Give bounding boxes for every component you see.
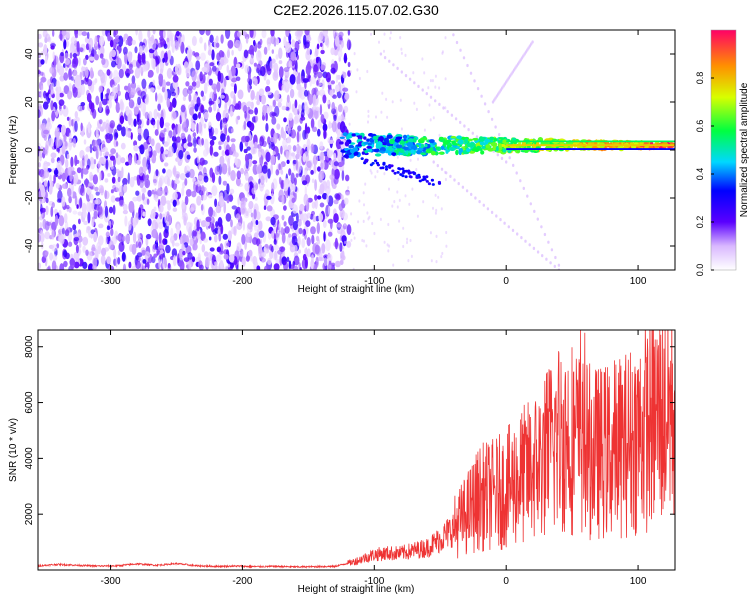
snr-x-label: Height of straight line (km) bbox=[298, 584, 415, 595]
snr-y-tick-label: 4000 bbox=[24, 447, 35, 470]
snr-x-tick-label: -200 bbox=[232, 576, 252, 587]
spectrogram-y-tick-label: -20 bbox=[24, 190, 35, 205]
colorbar-tick-label: 0.6 bbox=[695, 120, 705, 133]
snr-y-label: SNR (10 * v/v) bbox=[8, 418, 19, 482]
colorbar-tick-label: 0.2 bbox=[695, 216, 705, 229]
snr-x-tick-label: -100 bbox=[364, 576, 384, 587]
snr-panel: -300 -200 -100 0 100 2000 4000 6000 8000 Height… bbox=[8, 329, 676, 595]
spectrogram-y-tick-label: 40 bbox=[24, 48, 35, 60]
colorbar-ticks: 0.0 0.2 0.4 0.6 0.8 bbox=[695, 72, 714, 277]
snr-y-axis: 2000 4000 6000 8000 bbox=[24, 335, 675, 525]
spectrogram-x-tick-label: 100 bbox=[630, 276, 647, 287]
snr-frame bbox=[37, 329, 676, 571]
spectrogram-x-tick-label: -100 bbox=[364, 276, 384, 287]
snr-series-line bbox=[38, 330, 675, 569]
spectrogram-image bbox=[38, 30, 675, 270]
spectrogram-y-tick-label: 20 bbox=[24, 96, 35, 108]
snr-x-tick-label: 100 bbox=[630, 576, 647, 587]
snr-y-tick-label: 6000 bbox=[24, 391, 35, 414]
spectrogram-y-axis: -40 -20 0 20 40 bbox=[24, 48, 675, 253]
snr-y-tick-label: 8000 bbox=[24, 335, 35, 358]
snr-x-tick-label: 0 bbox=[503, 576, 509, 587]
colorbar: 0.0 0.2 0.4 0.6 0.8 Normalized spectral ampl… bbox=[695, 29, 750, 277]
spectrogram-y-tick-label: 0 bbox=[24, 147, 35, 153]
snr-x-tick-label: -300 bbox=[101, 576, 121, 587]
colorbar-label: Normalized spectral amplitude bbox=[739, 82, 750, 217]
colorbar-tick-label: 0.4 bbox=[695, 168, 705, 181]
spectrogram-x-tick-label: -200 bbox=[232, 276, 252, 287]
figure-title: C2E2.2026.115.07.02.G30 bbox=[273, 2, 439, 18]
spectrogram-y-tick-label: -40 bbox=[24, 238, 35, 253]
spectrogram-x-tick-label: -300 bbox=[101, 276, 121, 287]
colorbar-tick-label: 0.0 bbox=[695, 264, 705, 277]
snr-x-axis: -300 -200 -100 0 100 bbox=[101, 330, 647, 587]
snr-plot-area bbox=[38, 330, 675, 569]
spectrogram-x-tick-label: 0 bbox=[503, 276, 509, 287]
colorbar-gradient bbox=[710, 29, 737, 271]
spectrogram-y-label: Frequency (Hz) bbox=[8, 116, 19, 185]
spectrogram-x-label: Height of straight line (km) bbox=[298, 284, 415, 295]
snr-y-tick-label: 2000 bbox=[24, 503, 35, 526]
spectrogram-x-axis: -300 -200 -100 0 100 bbox=[101, 30, 647, 287]
colorbar-tick-label: 0.8 bbox=[695, 72, 705, 85]
